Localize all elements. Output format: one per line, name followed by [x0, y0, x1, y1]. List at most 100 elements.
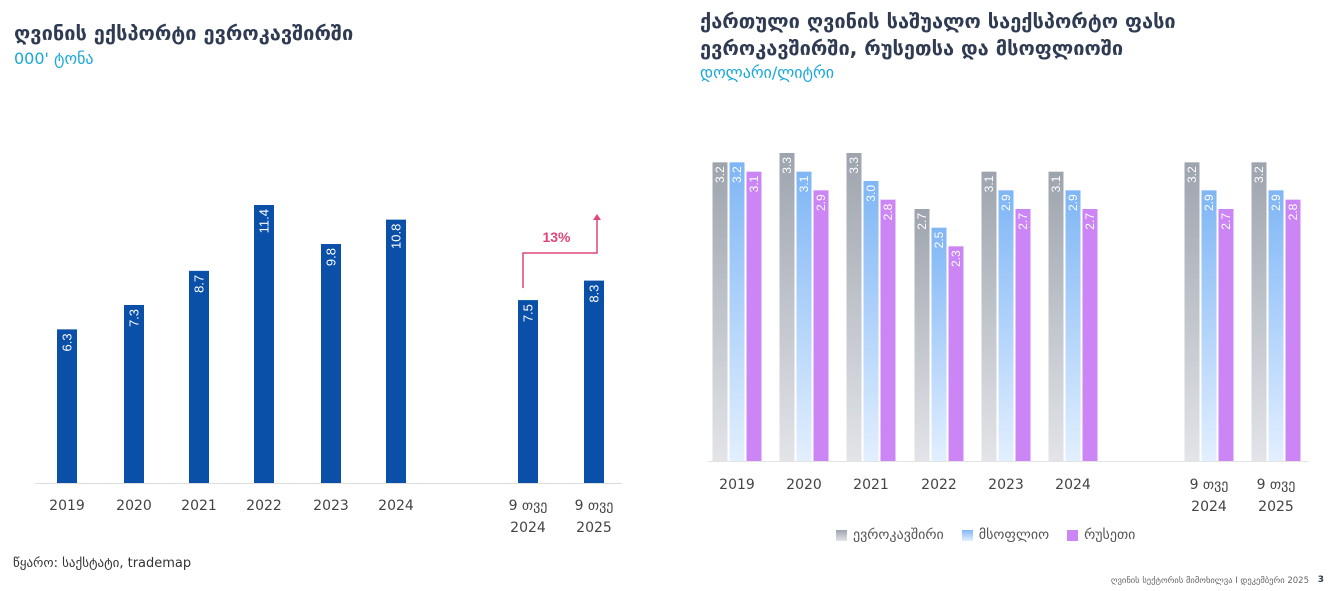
left-chart-unit: 000' ტონა: [14, 49, 94, 68]
legend-label: ევროკავშირი: [853, 527, 944, 543]
right-bar-2: [948, 246, 964, 461]
legend-swatch: [961, 529, 973, 541]
left-bar-value-label: 10.8: [389, 224, 404, 249]
left-x-tick-label: 9 თვე: [575, 498, 614, 514]
right-x-tick-label: 2020: [786, 477, 822, 493]
left-x-tick-label: 2025: [576, 520, 612, 536]
legend-label: რუსეთი: [1084, 527, 1136, 543]
right-bar-value-label: 2.9: [1202, 194, 1216, 211]
right-bar-value-label: 2.8: [1286, 203, 1300, 220]
right-bar-value-label: 3.2: [1252, 166, 1266, 183]
right-x-tick-label: 2021: [853, 477, 889, 493]
left-bar-value-label: 11.4: [257, 209, 272, 233]
left-chart-title: ღვინის ექსპორტი ევროკავშირში: [14, 21, 354, 45]
growth-arrow-head: [593, 214, 601, 220]
right-bar-0: [1048, 171, 1064, 461]
left-bar: [321, 244, 341, 483]
right-bar-value-label: 2.7: [915, 213, 929, 230]
right-bar-value-label: 3.1: [797, 175, 811, 192]
right-bar-2: [1285, 199, 1301, 461]
right-bar-1: [1201, 190, 1217, 462]
footer-text: ღვინის სექტორის მიმოხილვა I დეკემბერი 20…: [1110, 576, 1309, 586]
right-bar-value-label: 3.0: [864, 185, 878, 202]
right-bar-value-label: 2.8: [881, 203, 895, 220]
legend-item: რუსეთი: [1067, 527, 1135, 543]
right-bar-2: [1082, 209, 1098, 461]
left-bar-value-label: 7.5: [521, 304, 536, 322]
right-bar-value-label: 2.5: [932, 231, 946, 248]
right-bar-value-label: 2.9: [1269, 194, 1283, 211]
right-bar-value-label: 3.3: [780, 157, 794, 174]
right-bar-value-label: 3.2: [713, 166, 727, 183]
right-bar-value-label: 3.2: [730, 166, 744, 183]
right-bar-value-label: 2.9: [814, 194, 828, 211]
left-x-tick-label: 2023: [313, 498, 349, 514]
legend-swatch: [1067, 529, 1079, 541]
right-bar-value-label: 3.1: [747, 175, 761, 192]
right-bar-1: [1268, 190, 1284, 462]
right-chart-title: ქართული ღვინის საშუალო საექსპორტო ფასი ე…: [700, 9, 1176, 60]
right-bar-2: [746, 171, 762, 461]
left-bar: [254, 205, 274, 483]
left-x-tick-label: 2019: [49, 498, 85, 514]
right-bar-0: [914, 209, 930, 461]
right-bar-1: [1065, 190, 1081, 462]
right-bar-value-label: 2.9: [999, 194, 1013, 211]
left-x-tick-label: 2024: [510, 520, 546, 536]
right-bar-value-label: 2.7: [1016, 213, 1030, 230]
left-bar-value-label: 6.3: [60, 333, 75, 351]
right-bar-0: [712, 162, 728, 462]
left-bar-value-label: 8.7: [192, 275, 207, 293]
legend-swatch: [836, 529, 847, 541]
left-x-tick-label: 2022: [246, 498, 282, 514]
left-bar: [57, 329, 77, 483]
right-bar-0: [846, 153, 862, 461]
right-bar-2: [1218, 209, 1234, 461]
left-bar-value-label: 8.3: [587, 285, 602, 303]
legend-item: მსოფლიო: [961, 527, 1050, 543]
growth-percent-label: 13%: [542, 229, 571, 245]
source-note: წყარო: საქსტატი, trademap: [13, 556, 192, 571]
right-bar-1: [998, 190, 1014, 462]
right-x-tick-label: 2024: [1191, 499, 1227, 515]
right-bar-0: [779, 153, 795, 461]
left-bar: [584, 280, 604, 483]
right-bar-value-label: 2.7: [1219, 213, 1233, 230]
left-x-tick-label: 9 თვე: [509, 498, 548, 514]
right-bar-2: [813, 190, 829, 462]
right-chart-legend: ევროკავშირი მსოფლიო რუსეთი: [836, 527, 1135, 543]
right-bar-0: [1184, 162, 1200, 462]
right-x-tick-label: 2022: [921, 477, 957, 493]
right-bar-0: [981, 171, 997, 461]
left-bar: [386, 219, 406, 483]
left-bar-value-label: 9.8: [324, 248, 339, 266]
right-x-tick-label: 2019: [719, 477, 755, 493]
legend-item: ევროკავშირი: [836, 527, 944, 543]
left-bar: [189, 270, 209, 483]
right-bar-value-label: 3.3: [847, 157, 861, 174]
left-bar: [124, 304, 144, 483]
right-bar-value-label: 3.1: [982, 175, 996, 192]
right-bar-1: [863, 181, 879, 461]
right-x-tick-label: 2024: [1055, 477, 1091, 493]
right-x-tick-label: 2025: [1258, 499, 1294, 515]
page-number: 3: [1317, 575, 1324, 585]
legend-label: მსოფლიო: [978, 527, 1050, 543]
left-x-tick-label: 2021: [181, 498, 217, 514]
right-bar-1: [931, 227, 947, 461]
right-bar-value-label: 3.1: [1049, 175, 1063, 192]
right-bar-1: [796, 171, 812, 461]
right-bar-value-label: 2.3: [949, 250, 963, 267]
right-x-tick-label: 2023: [988, 477, 1024, 493]
right-bar-1: [729, 162, 745, 462]
left-bar-value-label: 7.3: [127, 309, 142, 327]
right-bar-value-label: 2.9: [1066, 194, 1080, 211]
right-bar-2: [1015, 209, 1031, 461]
left-x-tick-label: 2024: [378, 498, 414, 514]
right-x-tick-label: 9 თვე: [1190, 477, 1229, 493]
right-bar-0: [1251, 162, 1267, 462]
right-bar-2: [880, 199, 896, 461]
growth-arrow: [522, 219, 598, 289]
left-bar: [518, 300, 538, 483]
